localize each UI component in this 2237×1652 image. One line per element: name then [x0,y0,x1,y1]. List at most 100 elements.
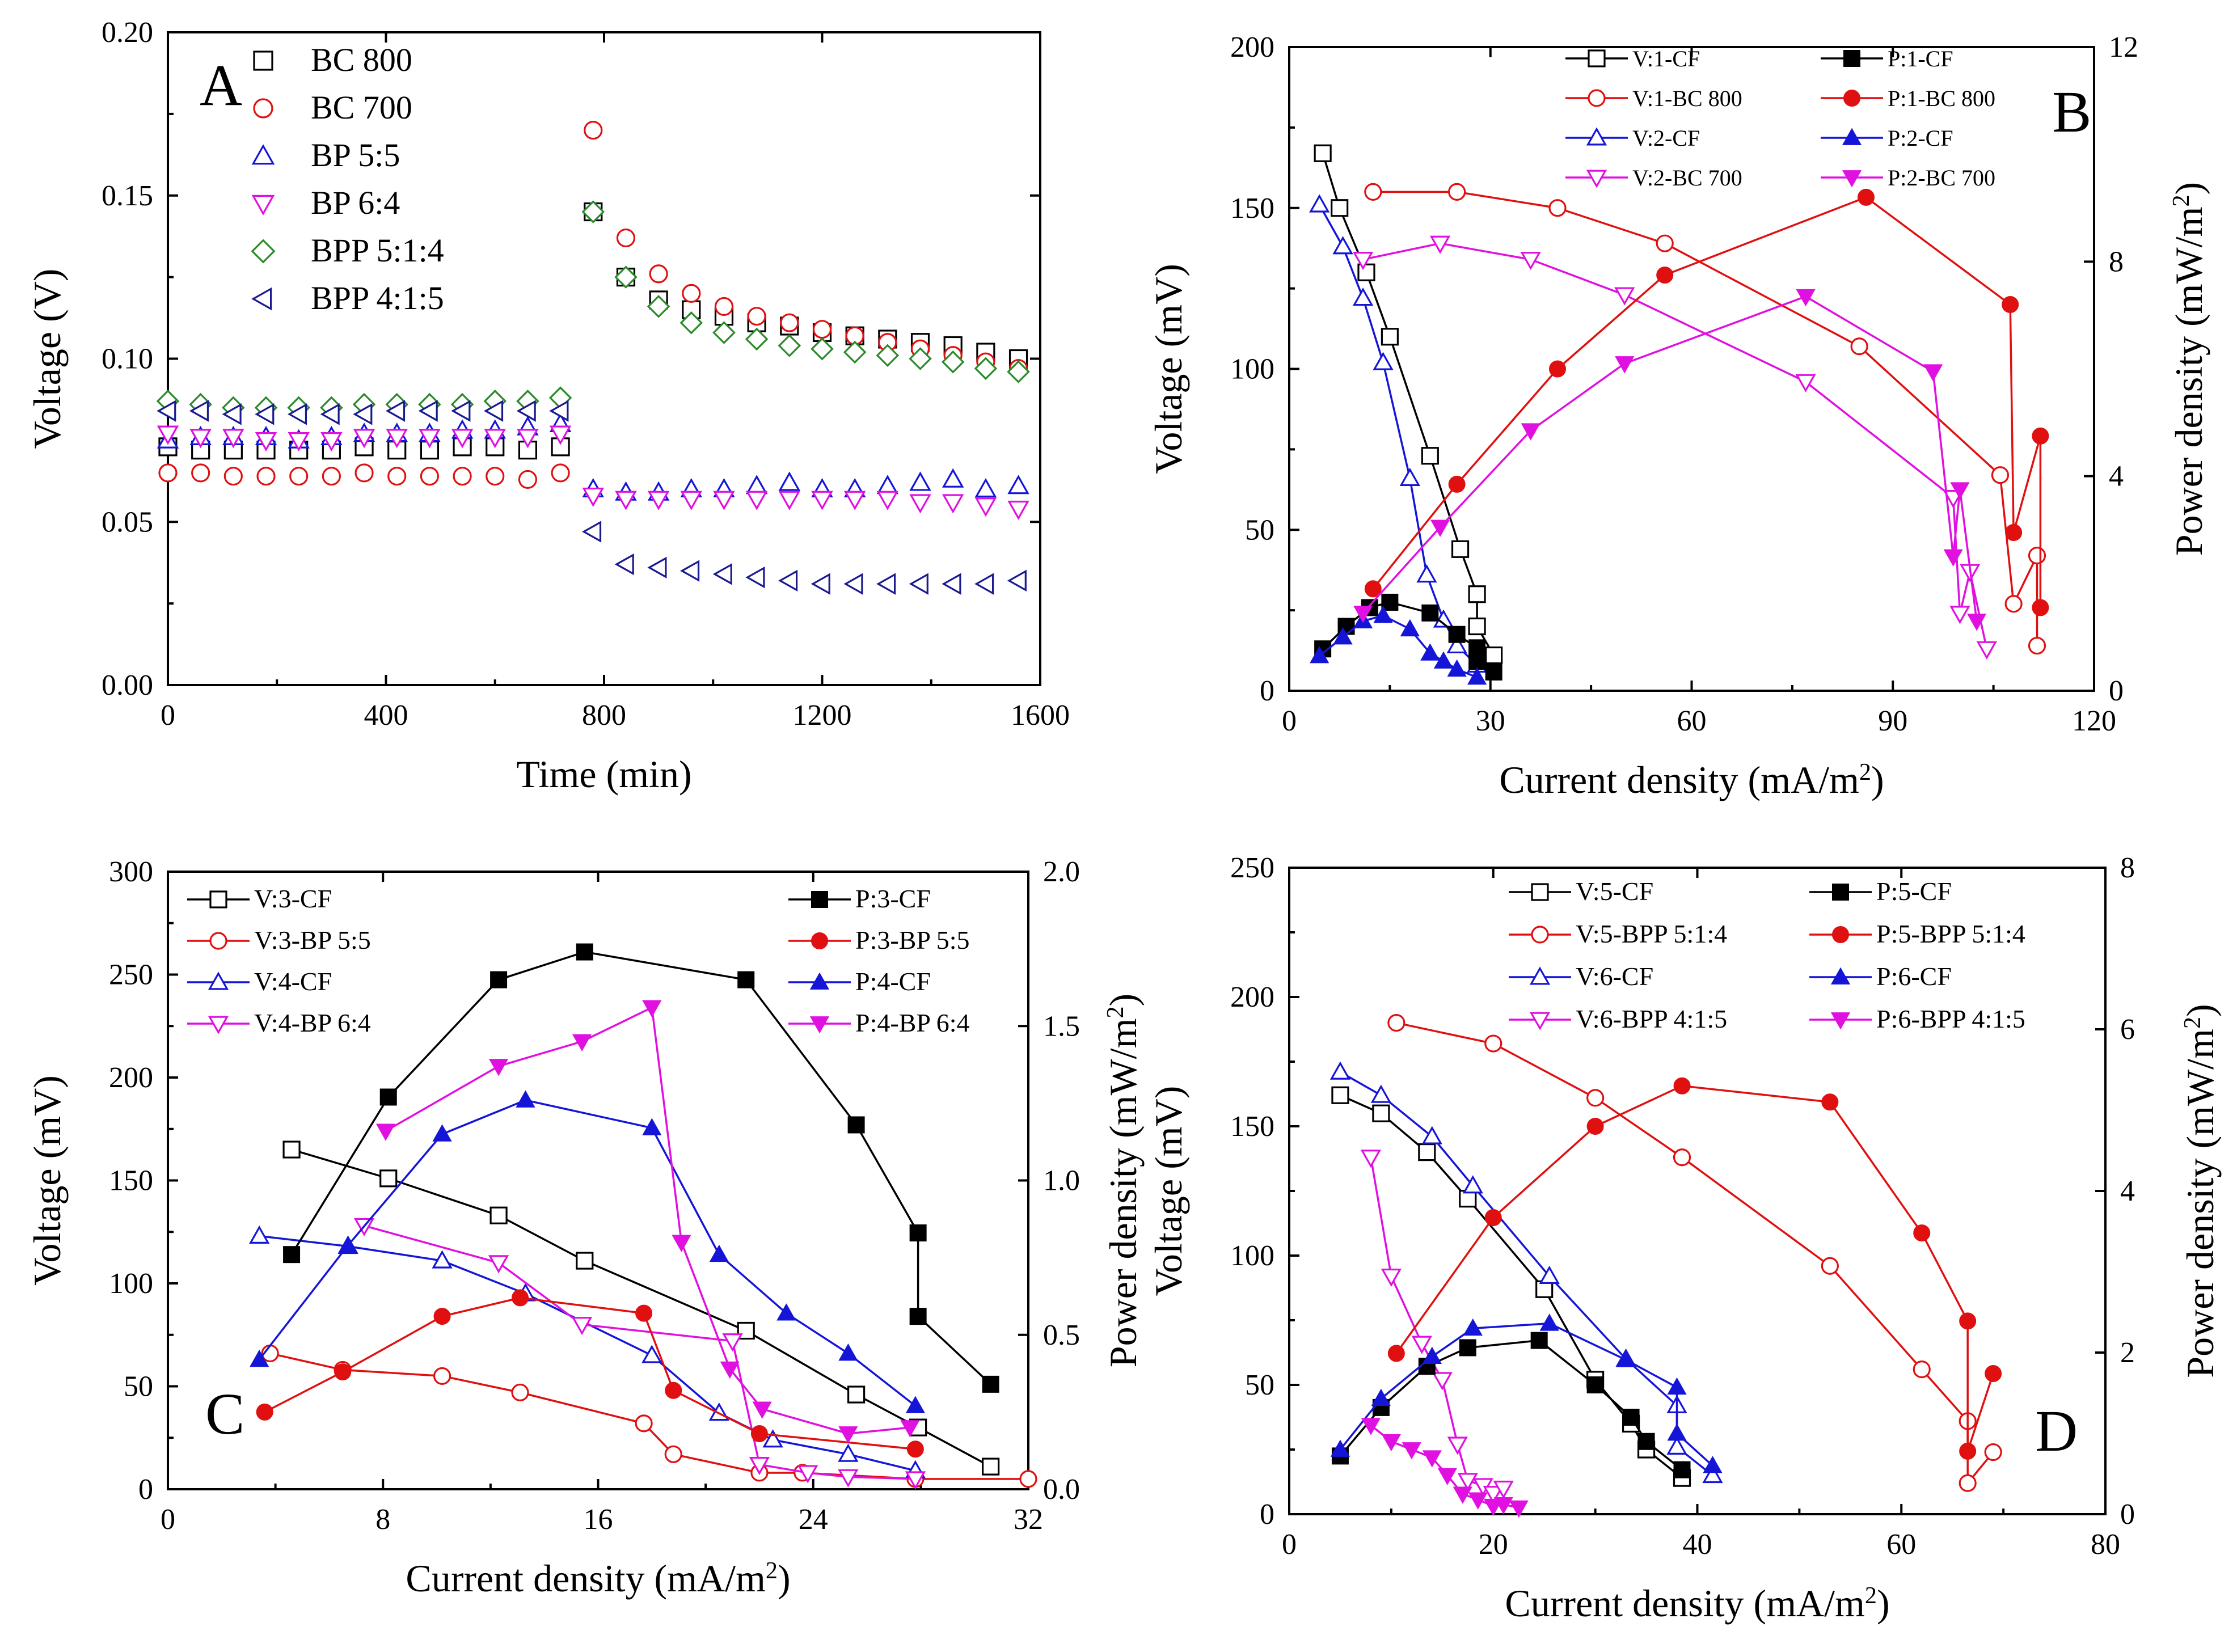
series-p-6-cf [1330,1313,1723,1473]
data-point [1422,1450,1442,1468]
data-point [518,470,538,489]
data-point [780,313,799,332]
legend-label: P:1-CF [1888,46,1953,71]
data-point [905,1396,926,1413]
legend-marker [1588,89,1606,107]
panel-label: B [2052,79,2091,145]
data-point [745,475,768,495]
series-line [1372,196,2042,608]
legend: V:1-CF V:1-BC 800 V:2-CF V:2-BC 700 P:1-CF P:… [1565,46,1995,191]
series-v-3-bp-5-5 [261,1344,1037,1488]
data-point [1539,1265,1560,1284]
y-axis-label: Voltage (V) [26,269,69,449]
data-point [909,471,931,491]
y-tick-label: 50 [1245,1369,1274,1401]
panel-label: D [2035,1399,2078,1464]
data-point [157,425,179,445]
x-tick-label: 60 [1886,1528,1916,1561]
data-point [680,560,700,582]
data-point [1666,1436,1687,1455]
data-point [249,1225,270,1244]
data-point [1850,337,1868,356]
data-point [909,494,931,514]
data-point [797,1465,818,1484]
series-p-3-bp-5-5 [256,1289,924,1458]
data-point [189,400,209,422]
data-point [1448,626,1466,643]
y2-tick-label: 0.5 [1043,1319,1080,1351]
data-point [1372,1104,1390,1122]
data-point [647,491,670,510]
legend-marker [1832,926,1849,943]
data-point [1821,1257,1839,1275]
data-point [838,1469,859,1488]
legend-marker [253,98,273,119]
data-point [353,403,373,425]
data-point [664,1445,682,1463]
y2-tick-label: 2 [2120,1337,2135,1369]
data-point [750,1425,768,1442]
data-point [191,463,210,483]
legend-marker [208,1016,229,1034]
data-point [942,468,964,488]
data-point [451,400,471,422]
data-point [1485,663,1502,681]
data-point [1586,1118,1604,1135]
y-tick-label: 0.10 [102,343,153,375]
series-v-2-bc-700 [1352,235,1997,660]
y-tick-label: 150 [1230,192,1274,225]
data-point [334,1363,352,1381]
data-point [776,1303,796,1321]
data-point [489,1206,508,1224]
legend-marker [1529,966,1551,985]
legend-marker [811,891,828,908]
y-tick-label: 200 [1230,31,1274,64]
data-point [762,1429,783,1448]
y2-tick-label: 8 [2109,246,2124,278]
data-point [581,200,605,223]
legend-label: V:3-CF [254,884,332,913]
data-point [1447,1436,1468,1455]
data-point [709,1244,729,1262]
y-tick-label: 0 [1260,1498,1274,1531]
data-point [1007,360,1030,383]
x-tick-label: 120 [2072,705,2116,737]
data-point [1446,635,1467,654]
legend-marker [251,144,275,165]
data-point [432,1124,452,1142]
data-point [778,491,801,510]
data-point [1370,1084,1392,1103]
legend-label: BPP 5:1:4 [311,232,444,269]
series-line [385,1005,910,1435]
series-p-2-bc-700 [1353,289,1987,631]
data-point [1019,1470,1037,1488]
data-point [672,1235,691,1252]
data-point [486,467,505,486]
data-point [1467,667,1487,685]
data-point [2004,595,2023,613]
legend-marker [251,287,272,311]
legend-marker [1843,90,1860,107]
data-point [1361,1418,1381,1435]
data-point [974,357,998,381]
series-p-3-cf [283,943,999,1393]
data-point [1468,585,1486,603]
data-point [1586,1376,1604,1393]
data-point [811,337,834,361]
data-point [1371,1388,1391,1406]
series-bpp-5-1-4 [156,200,1030,420]
data-point [905,1471,926,1490]
x-tick-label: 1600 [1011,699,1070,732]
plot-frame [1288,867,2107,1515]
data-point [720,1361,740,1379]
data-point [1796,289,1816,307]
data-point [1702,1464,1723,1484]
legend-marker [1842,170,1862,188]
legend-label: V:5-CF [1576,877,1653,906]
data-point [1448,475,1466,493]
y-tick-label: 0.00 [102,669,153,702]
data-point [1984,1443,2002,1461]
data-point [1943,549,1963,567]
data-point [1332,236,1353,255]
legend: V:5-CF V:5-BPP 5:1:4 V:6-CF V:6-BPP 4:1:5 P:… [1509,877,2025,1033]
